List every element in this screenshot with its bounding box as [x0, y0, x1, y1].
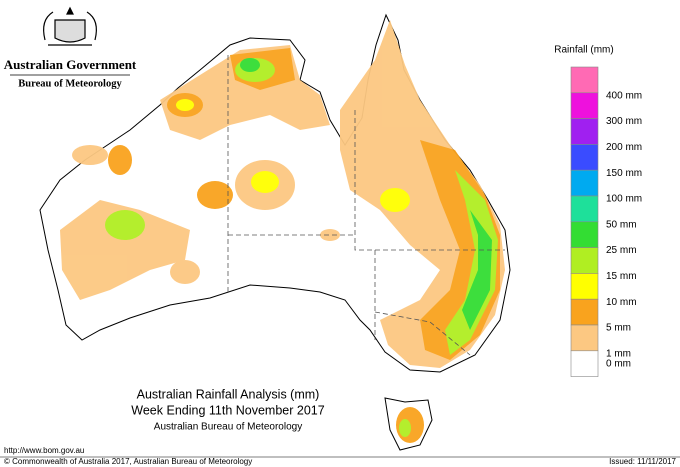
- legend-swatch: [570, 324, 599, 352]
- legend-swatch: [570, 195, 599, 223]
- legend-swatch: [570, 92, 599, 119]
- legend-label: 150 mm: [606, 168, 642, 179]
- legend-swatch: [570, 144, 599, 171]
- legend: 400 mm 300 mm 200 mm 150 mm 100 mm 50 mm 25 mm…: [570, 66, 642, 377]
- legend-label: 10 mm: [606, 297, 637, 308]
- legend-label: 300 mm: [606, 116, 642, 127]
- legend-label: 100 mm: [606, 194, 642, 205]
- government-name: Australian Government: [4, 57, 137, 72]
- state-border: [354, 110, 505, 251]
- legend-swatch: [570, 221, 599, 248]
- map-source: Australian Bureau of Meteorology: [154, 422, 302, 433]
- legend-swatch: [570, 247, 599, 274]
- map-title: Australian Rainfall Analysis (mm): [137, 387, 320, 401]
- legend-label: 5 mm: [606, 323, 631, 334]
- agency-name: Bureau of Meteorology: [18, 78, 122, 89]
- state-border: [374, 311, 471, 356]
- legend-swatch: [570, 66, 599, 94]
- footer-copyright: © Commonwealth of Australia 2017, Austra…: [4, 457, 252, 466]
- legend-label: 400 mm: [606, 90, 642, 101]
- coat-of-arms: [43, 6, 97, 46]
- map: [39, 13, 511, 451]
- map-subtitle: Week Ending 11th November 2017: [131, 403, 324, 417]
- legend-label: 25 mm: [606, 245, 637, 256]
- footer-issued: Issued: 11/11/2017: [609, 457, 676, 466]
- rainfall-areas: [60, 20, 505, 443]
- legend-swatch: [570, 169, 599, 197]
- legend-swatch: [570, 350, 599, 377]
- footer-url: http://www.bom.gov.au: [4, 446, 84, 455]
- legend-title: Rainfall (mm): [554, 45, 613, 56]
- legend-swatch: [570, 273, 599, 300]
- legend-label: 0 mm: [606, 358, 631, 369]
- legend-label: 200 mm: [606, 142, 642, 153]
- legend-label: 1 mm: [606, 348, 631, 359]
- legend-swatch: [570, 298, 599, 326]
- legend-swatch: [570, 118, 599, 145]
- legend-label: 15 mm: [606, 271, 637, 282]
- legend-label: 50 mm: [606, 219, 637, 230]
